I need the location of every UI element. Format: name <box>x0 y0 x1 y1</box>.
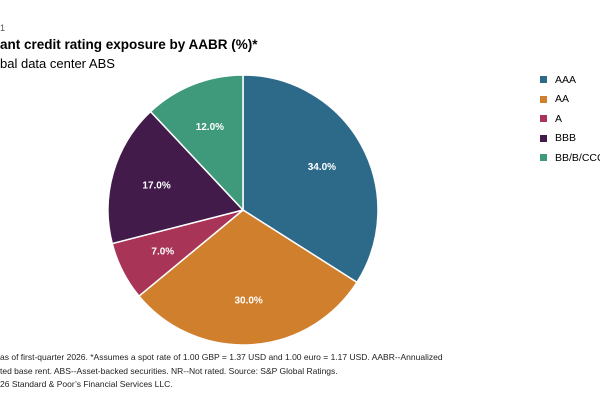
footnote: as of first-quarter 2026. *Assumes a spo… <box>0 351 443 392</box>
legend-label: AA <box>555 93 570 106</box>
legend-label: A <box>555 112 563 125</box>
legend-swatch <box>540 154 547 162</box>
pie-slice-bbb <box>107 110 245 245</box>
footnote-line-3: 26 Standard & Poor’s Financial Services … <box>0 379 173 389</box>
legend-label: BB/B/CCC <box>555 151 600 164</box>
legend-item: AAA <box>540 70 600 90</box>
legend-swatch <box>540 95 547 103</box>
figure-number: 1 <box>0 23 6 33</box>
slice-value-label: 34.0% <box>308 162 336 173</box>
legend-label: AAA <box>555 73 577 86</box>
pie-slice-aaa <box>242 74 379 284</box>
chart-legend: AAA AA A BBB BB/B/CCC <box>540 70 600 168</box>
pie-slice-bb-b-ccc <box>149 74 244 212</box>
legend-item: A <box>540 109 600 129</box>
legend-item: BB/B/CCC <box>540 148 600 168</box>
pie-slice-aa <box>137 209 359 346</box>
footnote-line-1: as of first-quarter 2026. *Assumes a spo… <box>0 352 443 362</box>
legend-swatch <box>540 76 547 84</box>
legend-item: BBB <box>540 129 600 149</box>
chart-subtitle: bal data center ABS <box>0 56 115 71</box>
slice-value-label: 12.0% <box>196 122 224 133</box>
chart-title: ant credit rating exposure by AABR (%)* <box>0 37 258 52</box>
legend-swatch <box>540 134 547 142</box>
slice-value-label: 30.0% <box>234 295 262 306</box>
slice-value-label: 7.0% <box>151 246 174 257</box>
legend-item: AA <box>540 90 600 110</box>
footnote-line-2: ted base rent. ABS--Asset-backed securit… <box>0 365 338 376</box>
legend-label: BBB <box>555 132 577 145</box>
slice-value-label: 17.0% <box>142 180 170 191</box>
legend-swatch <box>540 115 547 123</box>
